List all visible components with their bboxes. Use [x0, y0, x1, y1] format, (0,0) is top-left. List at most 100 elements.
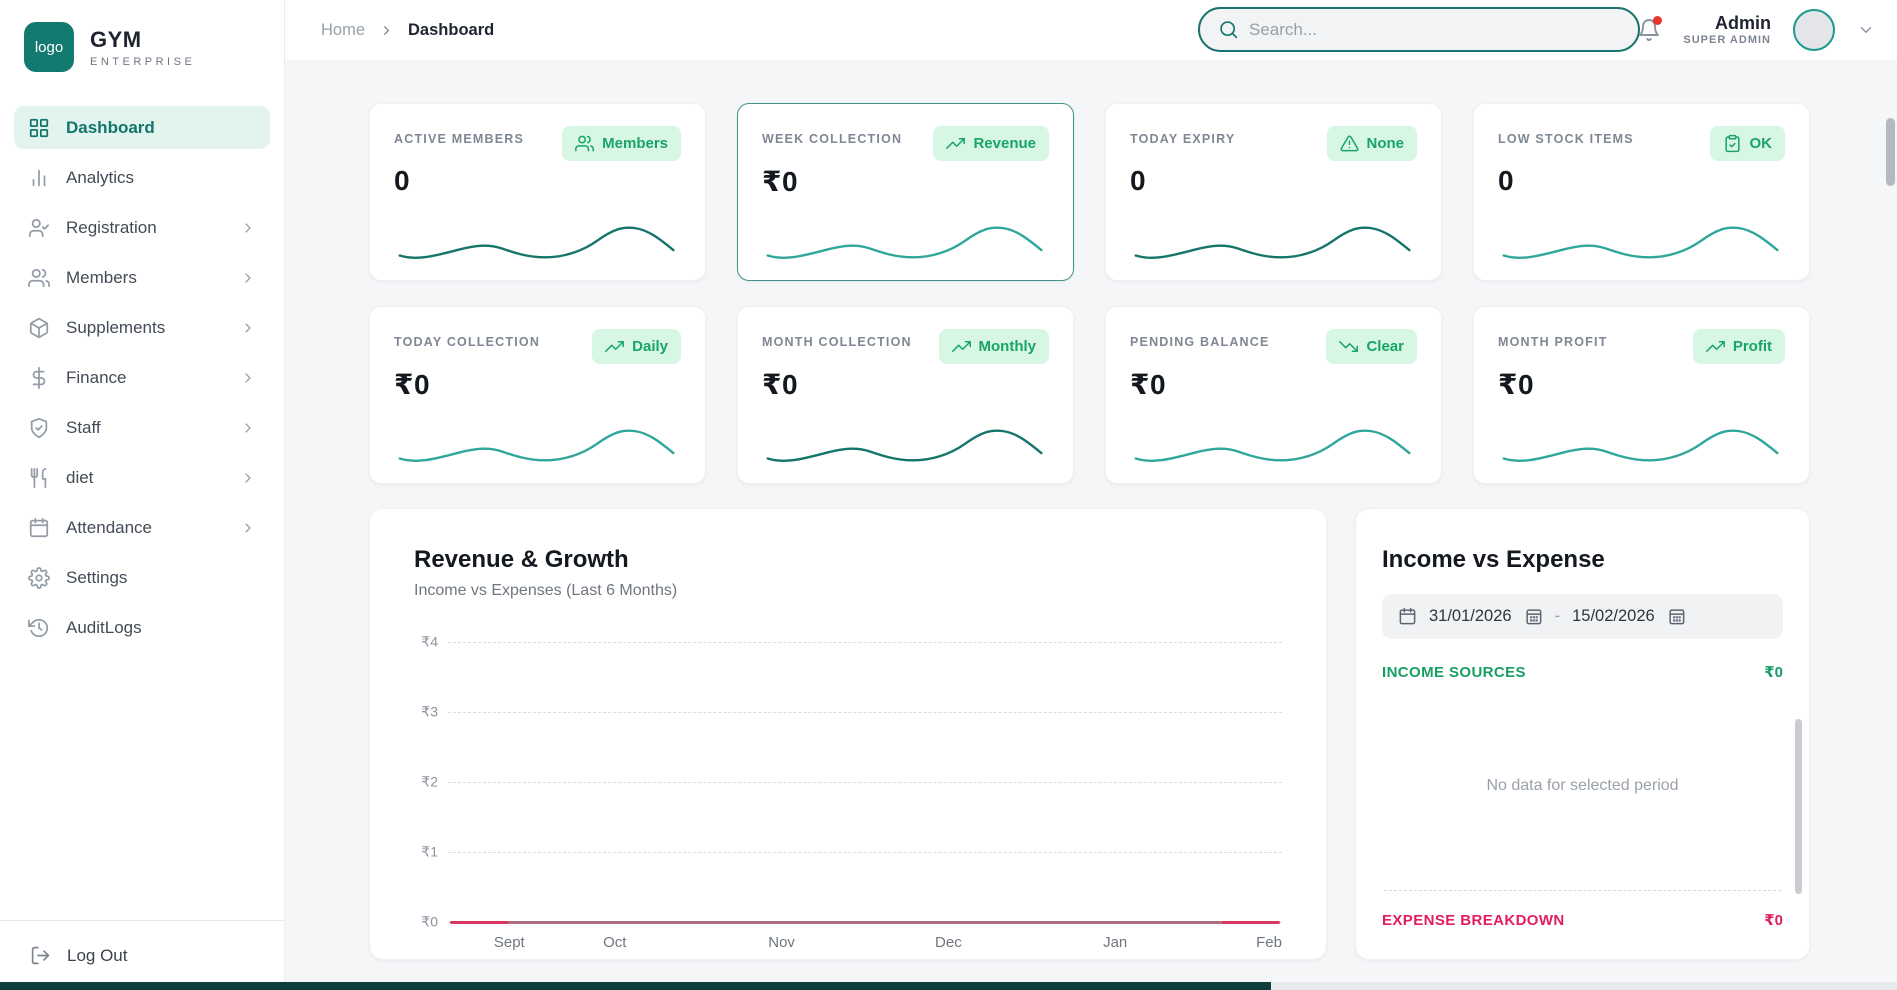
stat-card-badge[interactable]: Profit: [1692, 329, 1785, 364]
sidebar-nav: Dashboard Analytics Registration Members Sup…: [0, 92, 284, 920]
revenue-panel-subtitle: Income vs Expenses (Last 6 Months): [414, 582, 678, 599]
trending-up-icon: [951, 337, 971, 356]
sparkline-chart: [1134, 226, 1411, 259]
stat-card-badge[interactable]: Monthly: [938, 329, 1049, 364]
stat-card-label: TODAY EXPIRY: [1130, 132, 1236, 146]
stat-card-badge[interactable]: Revenue: [933, 126, 1049, 161]
users-icon: [575, 134, 595, 153]
gridline: [448, 712, 1282, 713]
sidebar-item-analytics[interactable]: Analytics: [14, 156, 270, 199]
stat-card-today-expiry[interactable]: TODAY EXPIRY None 0: [1105, 103, 1442, 281]
history-icon: [28, 617, 50, 639]
sidebar-item-auditlogs[interactable]: AuditLogs: [14, 606, 270, 649]
stat-card-header: ACTIVE MEMBERS Members: [394, 126, 681, 161]
search-bar[interactable]: [1198, 7, 1640, 52]
sidebar-item-dashboard[interactable]: Dashboard: [14, 106, 270, 149]
stat-card-low-stock-items[interactable]: LOW STOCK ITEMS OK 0: [1473, 103, 1810, 281]
horizontal-scrollbar[interactable]: [0, 982, 1897, 990]
notifications-button[interactable]: [1637, 16, 1663, 42]
x-tick-label: Sept: [493, 934, 525, 951]
user-menu[interactable]: Admin SUPER ADMIN: [1683, 12, 1771, 48]
stat-card-value: ₹0: [762, 369, 799, 400]
stat-card-value: ₹0: [1498, 369, 1535, 400]
panel-scrollbar-thumb[interactable]: [1795, 719, 1802, 894]
calendar-picker-icon[interactable]: [1524, 607, 1543, 626]
avatar[interactable]: [1793, 9, 1835, 51]
brand: logo GYM ENTERPRISE: [0, 0, 284, 92]
stat-card-active-members[interactable]: ACTIVE MEMBERS Members 0: [369, 103, 706, 281]
brand-tagline: ENTERPRISE: [90, 55, 196, 68]
main-area: Home Dashboard Admin SUPER ADMIN: [285, 0, 1897, 990]
sidebar-item-settings[interactable]: Settings: [14, 556, 270, 599]
stat-card-header: MONTH COLLECTION Monthly: [762, 329, 1049, 364]
sidebar-item-supplements[interactable]: Supplements: [14, 306, 270, 349]
calendar-picker-icon[interactable]: [1667, 607, 1686, 626]
chevron-down-icon[interactable]: [1857, 21, 1875, 39]
breadcrumb-home[interactable]: Home: [321, 20, 366, 39]
stat-card-badge[interactable]: Clear: [1326, 329, 1417, 364]
stat-card-label: MONTH PROFIT: [1498, 335, 1608, 349]
stat-card-value: ₹0: [762, 166, 799, 197]
sidebar-item-label: Staff: [66, 417, 101, 437]
date-to-value[interactable]: 15/02/2026: [1572, 607, 1655, 625]
income-sources-header: INCOME SOURCES ₹0: [1382, 663, 1783, 682]
stat-card-today-collection[interactable]: TODAY COLLECTION Daily ₹0: [369, 306, 706, 484]
chart-x-axis: Sept Oct Nov Dec Jan Feb: [448, 930, 1282, 956]
x-tick-label: Feb: [1256, 934, 1282, 951]
stat-card-badge-label: None: [1366, 135, 1405, 152]
sidebar-item-label: AuditLogs: [66, 617, 142, 637]
stat-card-pending-balance[interactable]: PENDING BALANCE Clear ₹0: [1105, 306, 1442, 484]
stat-card-week-collection[interactable]: WEEK COLLECTION Revenue ₹0: [737, 103, 1074, 281]
calendar-icon: [1398, 607, 1417, 626]
stat-card-badge[interactable]: None: [1326, 126, 1417, 161]
y-tick-label: ₹4: [421, 633, 438, 650]
logout-button[interactable]: Log Out: [0, 920, 284, 990]
trending-up-icon: [946, 134, 966, 153]
grid-icon: [28, 117, 50, 139]
bell-icon: [1637, 18, 1661, 42]
topbar: Home Dashboard Admin SUPER ADMIN: [285, 0, 1897, 60]
stat-card-badge[interactable]: Daily: [592, 329, 681, 364]
stat-card-label: LOW STOCK ITEMS: [1498, 132, 1634, 146]
stat-card-header: LOW STOCK ITEMS OK: [1498, 126, 1785, 161]
expense-breakdown-label: EXPENSE BREAKDOWN: [1382, 911, 1565, 929]
horizontal-scrollbar-thumb[interactable]: [0, 982, 1271, 990]
sidebar-item-label: Analytics: [66, 167, 135, 187]
sparkline-chart: [766, 429, 1043, 462]
sidebar-item-diet[interactable]: diet: [14, 456, 270, 499]
sparkline-chart: [1134, 429, 1411, 462]
stat-card-badge[interactable]: OK: [1709, 126, 1785, 161]
sidebar: logo GYM ENTERPRISE Dashboard Analytics Re…: [0, 0, 285, 990]
bar-chart-icon: [28, 167, 50, 189]
sidebar-item-registration[interactable]: Registration: [14, 206, 270, 249]
stat-card-label: ACTIVE MEMBERS: [394, 132, 525, 146]
user-role: SUPER ADMIN: [1683, 34, 1771, 47]
sidebar-item-staff[interactable]: Staff: [14, 406, 270, 449]
expense-breakdown-header: EXPENSE BREAKDOWN ₹0: [1382, 891, 1783, 943]
stat-card-badge-label: Revenue: [973, 135, 1036, 152]
stat-card-month-profit[interactable]: MONTH PROFIT Profit ₹0: [1473, 306, 1810, 484]
chevron-right-icon: [240, 420, 256, 436]
income-sources-total: ₹0: [1764, 664, 1783, 681]
trending-down-icon: [1339, 337, 1359, 356]
date-range-picker[interactable]: 31/01/2026 - 15/02/2026: [1382, 594, 1783, 639]
date-separator: -: [1554, 607, 1561, 625]
sidebar-item-attendance[interactable]: Attendance: [14, 506, 270, 549]
page-scrollbar-thumb[interactable]: [1886, 118, 1895, 186]
search-input[interactable]: [1249, 19, 1620, 40]
stat-card-badge[interactable]: Members: [562, 126, 681, 161]
sidebar-item-finance[interactable]: Finance: [14, 356, 270, 399]
stat-card-badge-label: Clear: [1366, 338, 1404, 355]
sidebar-item-label: Attendance: [66, 517, 153, 537]
date-from-value[interactable]: 31/01/2026: [1429, 607, 1512, 625]
sidebar-item-members[interactable]: Members: [14, 256, 270, 299]
stat-card-value: 0: [1130, 165, 1147, 196]
calendar-icon: [28, 517, 50, 539]
breadcrumb: Home Dashboard: [321, 21, 494, 40]
user-name: Admin: [1715, 12, 1771, 33]
stat-card-month-collection[interactable]: MONTH COLLECTION Monthly ₹0: [737, 306, 1074, 484]
sidebar-item-label: Supplements: [66, 317, 166, 337]
package-icon: [28, 317, 50, 339]
stat-card-header: PENDING BALANCE Clear: [1130, 329, 1417, 364]
